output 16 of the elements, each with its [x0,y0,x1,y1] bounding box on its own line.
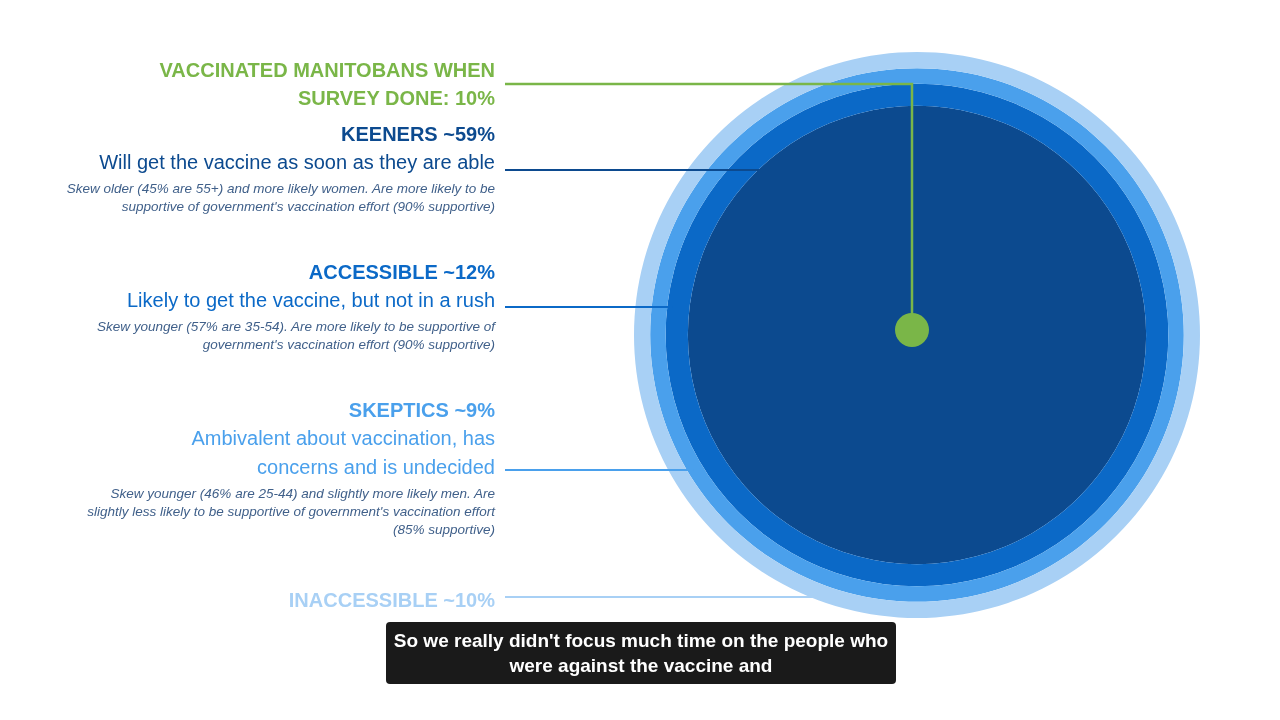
text: So we really didn't focus much time on the people who were against the vaccine and [386,622,896,684]
text: Likely to get the vaccine, but not in a rush [126,288,495,313]
category-label: SKEPTICS [348,399,449,421]
text: Skew older (45% are 55+) and more likely women. Are more likely to be supportive of government's vaccination effort (90% supportive) [65,180,495,216]
data-label: ~10% [443,589,495,611]
text: Will get the vaccine as soon as they are able [98,150,495,175]
data-label: ~12% [443,261,495,283]
text: Ambivalent about vaccination, has concerns and is undecided [190,426,495,480]
category-label: INACCESSIBLE [288,589,438,611]
data-label: ~59% [443,123,495,145]
category-label: KEENERS [341,123,438,145]
text: VACCINATED MANITOBANS WHEN SURVEY DONE: 10% [158,58,495,111]
data-label: ~9% [454,399,495,421]
text: Skew younger (46% are 25-44) and slightly more likely men. Are slightly less likely to be supportive of government's vaccination effort (85% supportive) [86,485,495,539]
category-label: ACCESSIBLE [308,261,438,283]
text: Skew younger (57% are 35-54). Are more likely to be supportive of government's vaccination effort (90% supportive) [96,318,495,354]
